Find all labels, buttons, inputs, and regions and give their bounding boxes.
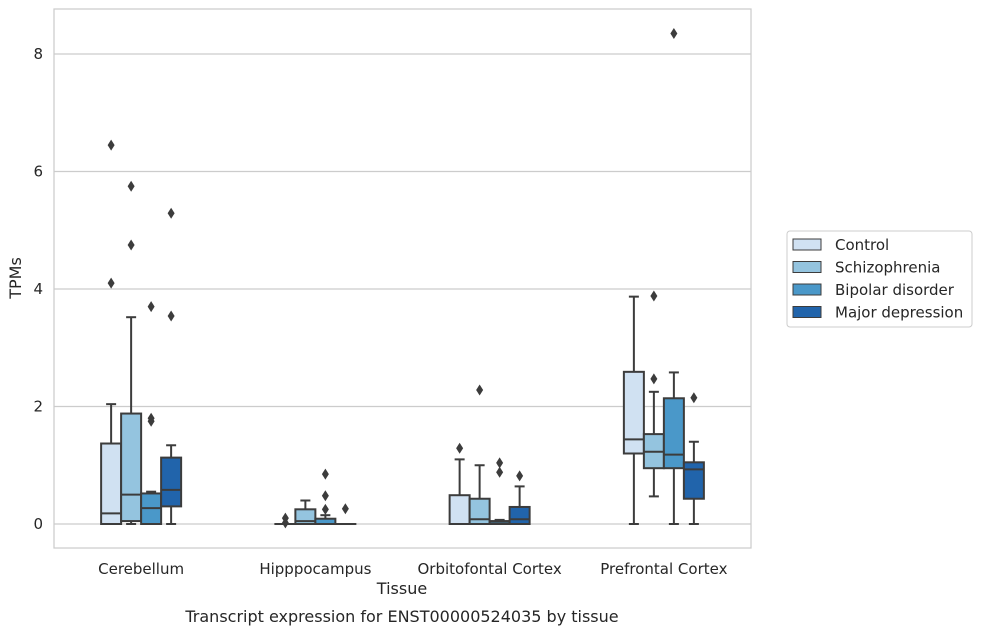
outlier-point [167, 207, 175, 219]
outlier-point [476, 384, 484, 396]
box-group [682, 392, 705, 525]
outlier-point [167, 310, 175, 322]
box-group [622, 295, 645, 525]
box-iqr [100, 442, 123, 526]
chart-title: Transcript expression for ENST0000052403… [184, 607, 618, 626]
box-iqr [120, 412, 143, 523]
outlier-point [147, 301, 155, 313]
box-group [662, 27, 685, 525]
x-axis-title: Tissue [376, 579, 427, 598]
y-tick-label: 4 [33, 280, 43, 298]
legend-frame [786, 230, 973, 328]
outlier-point [107, 139, 115, 151]
outlier-point [321, 503, 329, 515]
box-iqr [160, 456, 183, 508]
box-marks [100, 27, 705, 529]
box-iqr [508, 505, 531, 525]
legend-label: Major depression [835, 304, 963, 322]
box-group [120, 180, 143, 525]
outlier-point [516, 470, 524, 482]
outlier-point [496, 457, 504, 469]
legend-label: Schizophrenia [835, 259, 940, 277]
box-iqr [682, 461, 705, 500]
outlier-point [321, 490, 329, 502]
y-tick-label: 0 [33, 515, 43, 533]
box-iqr [468, 497, 491, 525]
box-group [314, 468, 337, 526]
outlier-point [650, 373, 658, 385]
box-group [642, 290, 665, 498]
box-group [140, 301, 163, 526]
box-group [274, 512, 297, 529]
outlier-point [496, 466, 504, 478]
x-tick-label: Orbitofontal Cortex [418, 560, 562, 578]
outlier-point [127, 180, 135, 192]
box-group [334, 503, 357, 526]
box-group [160, 207, 183, 525]
outlier-point [690, 392, 698, 404]
plot-frame [53, 8, 752, 549]
outlier-point [341, 503, 349, 515]
outlier-point [456, 442, 464, 454]
box-group [508, 470, 531, 525]
y-tick-labels: 0 2 4 6 8 [33, 45, 43, 533]
outlier-point [127, 239, 135, 251]
legend-swatch [792, 261, 822, 273]
y-tick-label: 2 [33, 398, 43, 416]
outlier-point [650, 290, 658, 302]
outlier-point [281, 517, 289, 529]
legend-label: Control [835, 236, 889, 254]
outlier-point [147, 412, 155, 424]
box-iqr [448, 494, 471, 525]
outlier-point [321, 468, 329, 480]
legend-swatch [792, 306, 822, 318]
box-group [100, 139, 123, 526]
x-tick-labels: Cerebellum Hipppocampus Orbitofontal Corte… [98, 560, 727, 578]
outlier-point [670, 27, 678, 39]
y-axis-title: TPMs [6, 257, 25, 300]
legend-swatch [792, 238, 822, 251]
box-iqr [622, 370, 645, 455]
box-group [488, 457, 511, 525]
legend-swatch [792, 283, 822, 296]
x-tick-label: Hipppocampus [259, 560, 371, 578]
legend: Control Schizophrenia Bipolar disorder Majo… [786, 230, 973, 328]
x-tick-label: Prefrontal Cortex [600, 560, 727, 578]
y-tick-label: 8 [33, 45, 43, 63]
y-tick-label: 6 [33, 163, 43, 181]
box-iqr [662, 397, 685, 470]
outlier-point [107, 277, 115, 289]
box-group [468, 384, 491, 525]
x-tick-label: Cerebellum [98, 560, 184, 578]
box-group [294, 499, 317, 525]
box-group [448, 442, 471, 525]
legend-label: Bipolar disorder [835, 281, 955, 299]
